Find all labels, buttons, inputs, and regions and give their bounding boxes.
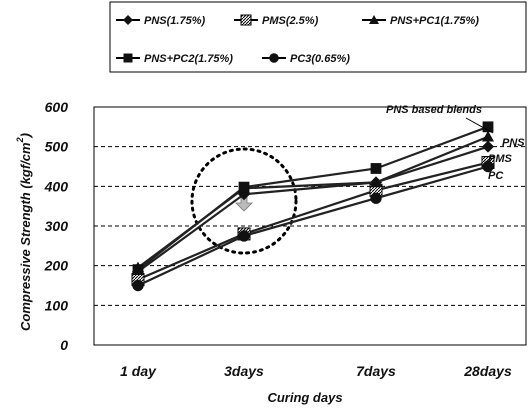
- legend-item: PC3(0.65%): [262, 53, 350, 65]
- legend-box: [109, 1, 527, 73]
- data-point: [132, 264, 144, 276]
- grid: [94, 146, 526, 306]
- y-ticks: 0 100 200 300 400 500 600: [44, 99, 69, 353]
- y-tick-label: 300: [45, 218, 69, 234]
- y-tick-label: 200: [44, 258, 69, 274]
- y-tick-label: 0: [60, 337, 68, 353]
- y-axis-title-sup: 2: [15, 137, 25, 143]
- x-tick-label: 3days: [224, 363, 264, 379]
- annotation-right-labels: PNS PMS PC: [488, 137, 525, 182]
- x-tick-label: 28days: [463, 363, 512, 379]
- data-point: [370, 192, 382, 204]
- series-line: [137, 161, 489, 281]
- data-point: [132, 279, 144, 292]
- legend: PNS(1.75%) PMS(2.5%) PNS+PC1(1.75%) PNS+PC2…: [116, 14, 479, 65]
- legend-marker: [123, 53, 133, 63]
- legend-label: PNS+PC1(1.75%): [390, 15, 479, 27]
- series-group: [131, 121, 495, 292]
- annotation-label: PNS: [502, 137, 525, 149]
- legend-marker: [123, 15, 133, 25]
- data-point: [370, 176, 382, 188]
- data-point: [482, 140, 494, 153]
- y-axis-title-close: ): [18, 133, 33, 139]
- series-square: [132, 121, 494, 276]
- annotation-label: PC: [488, 170, 504, 182]
- y-tick-label: 500: [45, 139, 69, 155]
- legend-item: PNS+PC1(1.75%): [362, 15, 479, 27]
- series-line: [137, 125, 489, 271]
- legend-marker: [269, 53, 279, 63]
- data-point: [482, 160, 494, 173]
- data-point: [482, 121, 494, 133]
- legend-item: PNS(1.75%): [116, 15, 205, 27]
- y-tick-label: 400: [44, 178, 69, 194]
- y-tick-label: 100: [45, 297, 69, 313]
- annotation-pns-based-blends: PNS based blends: [386, 104, 482, 116]
- x-tick-label: 7days: [356, 363, 396, 379]
- x-tick-label: 1 day: [120, 363, 157, 379]
- legend-label: PNS+PC2(1.75%): [144, 53, 233, 65]
- highlight-circle: [190, 147, 298, 255]
- x-axis-title: Curing days: [267, 390, 342, 405]
- data-point: [370, 163, 382, 174]
- y-axis-title-main: Compressive Strength (kgf/cm: [18, 142, 33, 331]
- data-point: [238, 181, 250, 193]
- series-line: [137, 145, 489, 273]
- x-ticks: 1 day 3days 7days 28days: [120, 363, 512, 379]
- legend-marker: [240, 14, 252, 26]
- annotation-label: PMS: [488, 153, 513, 165]
- legend-marker: [369, 15, 379, 24]
- series-line: [137, 165, 489, 287]
- series-circle: [132, 160, 494, 292]
- data-point: [238, 230, 250, 242]
- legend-label: PMS(2.5%): [262, 15, 319, 27]
- y-axis-title: Compressive Strength (kgf/cm2): [15, 133, 33, 331]
- legend-item: PMS(2.5%): [234, 14, 319, 27]
- y-tick-label: 600: [45, 99, 69, 115]
- legend-label: PC3(0.65%): [290, 53, 350, 65]
- legend-item: PNS+PC2(1.75%): [116, 53, 233, 65]
- legend-label: PNS(1.75%): [144, 15, 205, 27]
- annotation-leader: [465, 117, 494, 134]
- data-point: [482, 130, 494, 142]
